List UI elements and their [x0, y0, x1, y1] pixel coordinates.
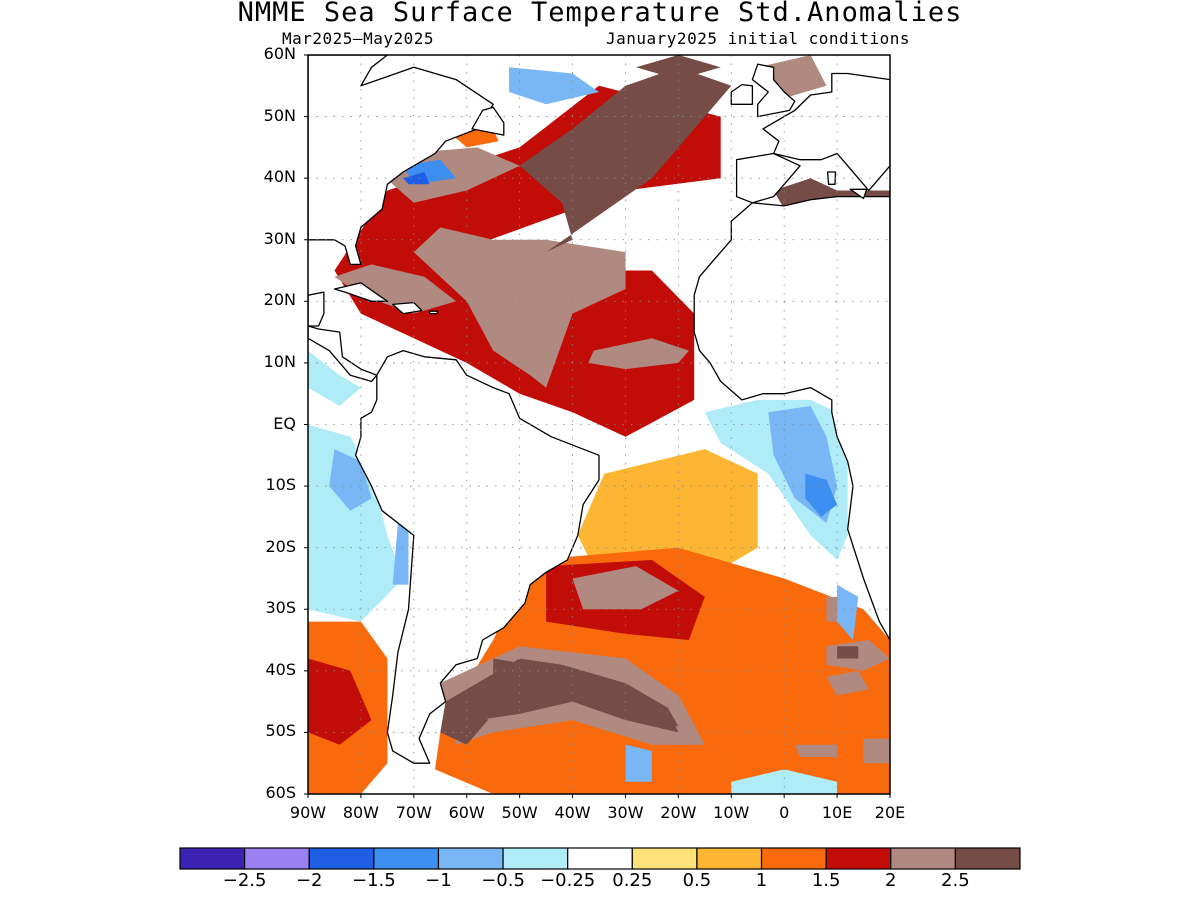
anomaly-region [794, 744, 838, 757]
latitude-label: 10S [265, 475, 296, 495]
land-north-america [308, 55, 494, 266]
colorbar-tick-label: −2 [295, 870, 323, 891]
land-masses [308, 18, 890, 764]
anomaly-region [509, 67, 599, 105]
land-hispaniola [392, 301, 423, 315]
colorbar-tick-label: 1 [755, 870, 768, 891]
latitude-label: 40S [265, 659, 296, 679]
anomaly-region [837, 646, 859, 659]
longitude-label: 90W [289, 803, 327, 822]
colorbar-tick-label: 2 [885, 870, 897, 891]
colorbar-swatch [179, 847, 246, 870]
colorbar-swatch [502, 847, 569, 870]
anomaly-region [308, 350, 361, 406]
colorbar-swatch [373, 847, 440, 870]
longitude-label: 30W [607, 803, 644, 822]
latitude-label: 10N [263, 351, 296, 371]
anomaly-region [625, 744, 652, 782]
longitude-label: 60W [448, 803, 485, 822]
land-africa [693, 195, 890, 641]
anomaly-region [403, 172, 430, 185]
land-puerto-rico [429, 310, 439, 315]
longitude-label: 80W [342, 803, 379, 822]
land-newfoundland [471, 106, 505, 136]
latitude-label: 60S [265, 783, 296, 802]
anomaly-region [731, 769, 838, 794]
land-cuba [333, 282, 389, 302]
colorbar-tick-label: 2.5 [941, 870, 970, 891]
longitude-label: 10E [821, 803, 853, 822]
map-title: NMME Sea Surface Temperature Std.Anomali… [237, 0, 963, 28]
anomaly-region [572, 566, 679, 610]
anomaly-region [440, 683, 488, 745]
latitude-label: EQ [273, 413, 296, 433]
longitude-label: 70W [395, 803, 432, 822]
colorbar-tick-label: −2.5 [222, 870, 267, 891]
colorbar-tick-label: −1.5 [351, 870, 396, 891]
anomaly-region [805, 473, 838, 517]
latitude-label: 50N [263, 105, 296, 125]
longitude-label: 20E [874, 803, 906, 822]
anomaly-region [334, 264, 457, 314]
colorbar-tick-label: −1 [425, 870, 452, 891]
colorbar-swatch [954, 847, 1021, 870]
land-france-europe [762, 72, 890, 192]
anomaly-region [577, 449, 758, 579]
colorbar-tick-label: 0.5 [682, 870, 712, 891]
axis-ticks [304, 54, 891, 798]
colorbar-tick-label: 0.25 [612, 870, 653, 891]
land-iceland [657, 18, 710, 30]
anomaly-region [392, 523, 409, 585]
latitude-label: 20S [265, 536, 296, 556]
anomaly-region [636, 55, 721, 80]
colorbar-swatch [631, 847, 698, 870]
graticule [308, 55, 890, 794]
anomaly-region [308, 658, 372, 745]
forecast-period: Mar2025–May2025 [282, 29, 434, 48]
land-south-america [354, 349, 600, 764]
colorbar [179, 847, 1021, 870]
land-sardinia [826, 171, 837, 185]
land-yucatan [308, 291, 325, 327]
latitude-label: 40N [263, 167, 296, 187]
anomaly-region [863, 738, 890, 764]
land-great-britain [751, 63, 796, 118]
anomaly-region [588, 338, 689, 370]
longitude-label: 50W [501, 803, 538, 822]
longitude-label: 10W [713, 803, 750, 822]
colorbar-tick-label: −0.25 [540, 870, 596, 891]
longitude-label: 40W [554, 803, 591, 822]
latitude-label: 30N [263, 228, 296, 248]
colorbar-swatch [244, 847, 310, 870]
colorbar-swatch [825, 847, 892, 870]
land-ireland [730, 83, 754, 105]
latitude-label: 30S [265, 598, 296, 618]
colorbar-swatch [760, 847, 827, 870]
initial-conditions: January2025 initial conditions [606, 29, 910, 48]
colorbar-tick-label: 1.5 [811, 870, 841, 891]
colorbar-swatch [437, 847, 504, 870]
latitude-label: 50S [265, 721, 296, 741]
colorbar-swatch [308, 847, 375, 870]
anomaly-region [625, 695, 679, 727]
latitude-label: 60N [263, 44, 296, 63]
anomaly-region [757, 55, 827, 99]
land-sicily [849, 188, 868, 200]
colorbar-tick-label: −0.5 [481, 870, 525, 891]
latitude-label: 20N [263, 290, 296, 310]
longitude-label: 20W [660, 803, 697, 822]
anomaly-region [413, 227, 626, 388]
anomaly-region [562, 85, 716, 203]
colorbar-swatch [890, 847, 956, 870]
anomaly-region [837, 584, 859, 640]
colorbar-swatch [696, 847, 763, 870]
colorbar-swatch [567, 847, 633, 870]
longitude-label: 0 [779, 803, 790, 822]
anomaly-region [493, 658, 605, 702]
